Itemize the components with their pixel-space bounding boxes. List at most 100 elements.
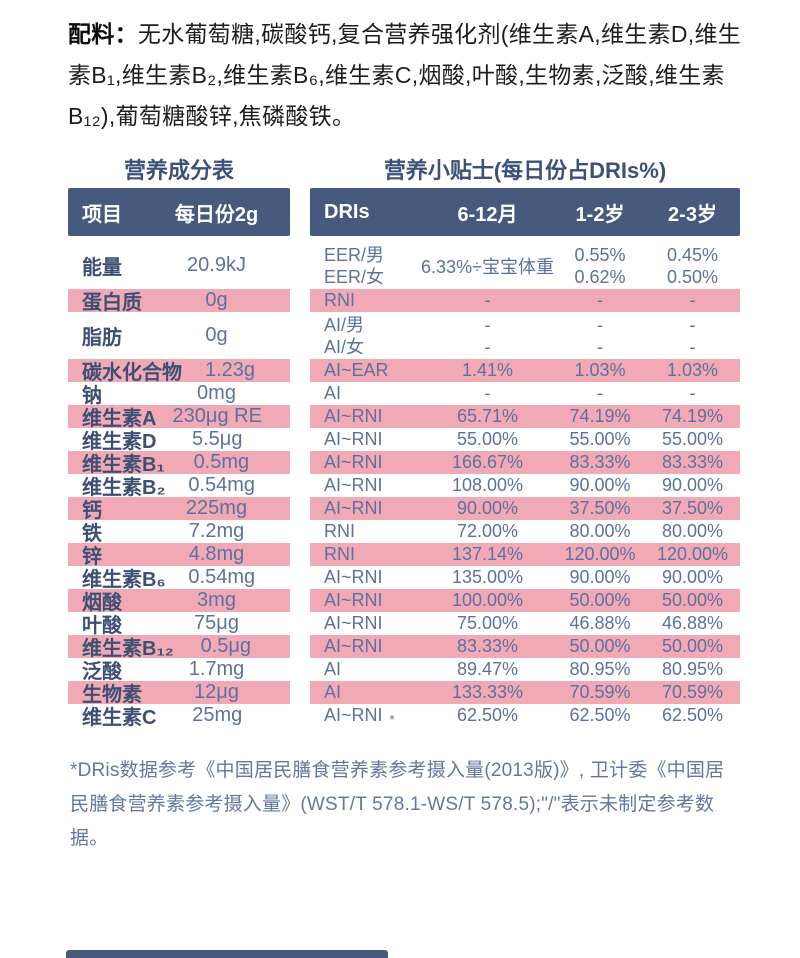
nutrient-amount: 75μg <box>194 612 239 634</box>
dris-type: AI~RNI <box>324 567 383 587</box>
dris-row: AI~RNI 65.71% 74.19% 74.19% <box>310 405 740 428</box>
pct-2-3-years-line: 0.45% <box>666 244 719 265</box>
nutrition-row: 能量 20.9kJ <box>68 242 290 289</box>
dris-type: AI~RNI <box>324 498 383 518</box>
nutrient-label: 维生素B₁ <box>82 454 165 476</box>
nutrient-amount: 1.7mg <box>188 658 245 680</box>
nutrition-row: 维生素D 5.5μg <box>68 428 290 453</box>
tables-section: 营养成分表 项目 每日份2g 能量 20.9kJ 蛋白质 0g 脂肪 0g 碳水化合物 1.2… <box>68 153 800 729</box>
pct-1-2-years: 37.50% <box>569 498 631 518</box>
nutrition-row: 维生素C 25mg <box>68 704 290 729</box>
dris-type: RNI <box>324 521 355 541</box>
pct-2-3-years: 74.19% <box>661 406 724 426</box>
pct-6-12-months-line: - <box>484 336 491 357</box>
pct-6-12-months: 6.33%÷宝宝体重 <box>421 256 554 277</box>
nutrition-row: 铁 7.2mg <box>68 520 290 545</box>
dris-type: AI~RNI <box>324 636 383 656</box>
nutrition-row: 钠 0mg <box>68 382 290 407</box>
dris-row: EER/男 EER/女 6.33%÷宝宝体重 0.55% 0.62% 0.45% 0.50% <box>310 242 740 289</box>
pct-6-12-months: 55.00% <box>456 429 519 449</box>
pct-6-12-months: 83.33% <box>456 636 519 656</box>
dris-row: AI 89.47% 80.95% 80.95% <box>310 658 740 681</box>
dris-row: AI~RNI 83.33% 50.00% 50.00% <box>310 635 740 658</box>
pct-1-2-years: 74.19% <box>569 406 631 426</box>
nutrition-row: 生物素 12μg <box>68 681 290 706</box>
nutrition-row: 蛋白质 0g <box>68 289 290 314</box>
pct-2-3-years: 37.50% <box>661 498 724 518</box>
pct-1-2-years-line: - <box>597 336 603 357</box>
dris-table: 营养小贴士(每日份占DRIs%) DRIs 6-12月 1-2岁 2-3岁 EE… <box>310 153 740 727</box>
pct-1-2-years: 46.88% <box>569 613 631 633</box>
ingredients-label: 配料： <box>68 21 138 47</box>
nutrient-amount: 25mg <box>192 704 243 726</box>
pct-6-12-months: 90.00% <box>456 498 519 518</box>
nutrition-row: 维生素B₆ 0.54mg <box>68 566 290 591</box>
pct-1-2-years: 70.59% <box>569 682 631 702</box>
nutrition-row: 维生素A 230μg RE <box>68 405 290 430</box>
dris-row: RNI 137.14% 120.00% 120.00% <box>310 543 740 566</box>
pct-6-12-months: 72.00% <box>456 521 519 541</box>
nutrition-table-title: 营养成分表 <box>123 158 234 183</box>
nutrient-amount: 225mg <box>185 497 248 519</box>
nutrient-amount: 230μg RE <box>172 405 262 427</box>
nutrient-label: 蛋白质 <box>82 292 142 314</box>
pct-2-3-years: 83.33% <box>661 452 724 472</box>
pct-2-3-years: 80.00% <box>661 521 724 541</box>
dris-type-line: AI/男 <box>324 314 365 335</box>
nutrient-label: 维生素B₂ <box>82 477 166 499</box>
nutrition-row: 维生素B₁ 0.5mg <box>68 451 290 476</box>
pct-6-12-months-line: - <box>484 314 491 335</box>
dris-type-line: EER/男 <box>324 244 385 265</box>
dris-row: AI~RNI 166.67% 83.33% 83.33% <box>310 451 740 474</box>
pct-2-3-years: 90.00% <box>661 567 724 587</box>
dris-row: AI~RNI 108.00% 90.00% 90.00% <box>310 474 740 497</box>
pct-6-12-months: 1.41% <box>461 360 514 380</box>
pct-1-2-years-line: - <box>597 314 603 335</box>
nutrition-row: 钙 225mg <box>68 497 290 522</box>
pct-2-3-years: 62.50% <box>661 705 724 725</box>
pct-1-2-years: 120.00% <box>564 544 636 564</box>
dris-type: AI <box>324 659 342 679</box>
dris-type: AI~RNI <box>324 429 383 449</box>
nutrient-label: 钠 <box>82 385 102 407</box>
nutrient-label: 脂肪 <box>82 327 122 349</box>
pct-2-3-years: 120.00% <box>656 544 729 564</box>
pct-1-2-years: 55.00% <box>569 429 631 449</box>
nutrient-amount: 7.2mg <box>188 520 245 542</box>
dris-type-line: EER/女 <box>324 266 385 287</box>
next-section-edge-bar <box>66 950 388 958</box>
pct-2-3-years: - <box>689 290 696 310</box>
nutrient-label: 生物素 <box>82 684 142 706</box>
pct-6-12-months: - <box>484 290 491 310</box>
dris-type: AI~RNI <box>324 452 383 472</box>
dris-row: AI~RNI 100.00% 50.00% 50.00% <box>310 589 740 612</box>
pct-6-12-months: - <box>484 383 491 403</box>
nutrient-amount: 0.5μg <box>200 635 252 657</box>
nutrient-amount: 0.5mg <box>193 451 250 473</box>
nutrition-row: 叶酸 75μg <box>68 612 290 637</box>
nutrition-table-header: 项目 每日份2g <box>68 188 290 236</box>
dris-table-header: DRIs 6-12月 1-2岁 2-3岁 <box>310 188 740 236</box>
nutrient-label: 烟酸 <box>82 592 122 614</box>
dris-type: AI~EAR <box>324 360 389 380</box>
dris-table-title: 营养小贴士(每日份占DRIs%) <box>383 158 667 183</box>
dris-type: AI~RNI <box>324 475 383 495</box>
pct-1-2-years: - <box>597 290 603 310</box>
nutrient-label: 维生素D <box>82 431 157 453</box>
pct-2-3-years: 80.95% <box>661 659 724 679</box>
nutrient-label: 维生素A <box>82 408 157 430</box>
pct-6-12-months: 89.47% <box>456 659 519 679</box>
pct-2-3-years: 55.00% <box>661 429 724 449</box>
nutrition-row: 维生素B₁₂ 0.5μg <box>68 635 290 660</box>
pct-1-2-years: 1.03% <box>574 360 626 380</box>
dris-type: AI <box>324 682 342 702</box>
pct-1-2-years-line: 0.55% <box>574 244 626 265</box>
pct-6-12-months: 166.67% <box>451 452 524 472</box>
footnote: *DRis数据参考《中国居民膳食营养素参考摄入量(2013版)》, 卫计委《中国… <box>70 760 725 849</box>
dris-type: RNI <box>324 544 355 564</box>
nutrient-amount: 0.54mg <box>188 566 256 588</box>
nutrition-row: 泛酸 1.7mg <box>68 658 290 683</box>
nutrient-label: 维生素B₆ <box>82 569 166 591</box>
dris-type: EER/男 EER/女 <box>310 242 420 289</box>
pct-1-2-years: 0.55% 0.62% <box>555 242 645 289</box>
